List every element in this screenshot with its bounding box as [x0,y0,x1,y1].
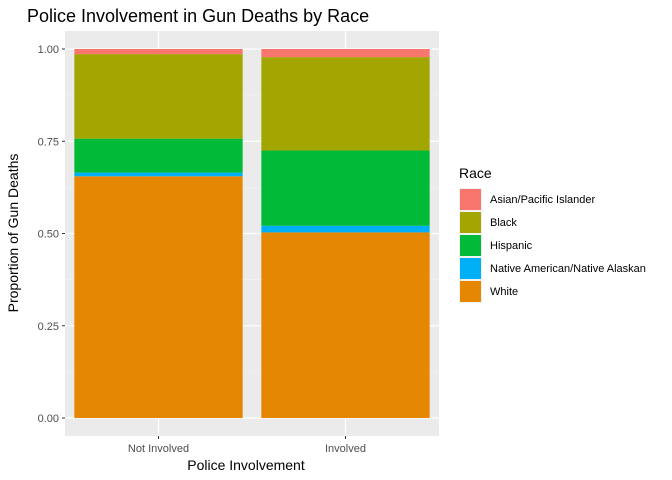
y-tick-label: 0.50 [38,229,59,241]
bar-segment [261,49,430,58]
legend-label: Asian/Pacific Islander [490,194,595,206]
bar-segment [74,172,243,177]
bar-segment [74,54,243,139]
bar-segment [261,150,430,226]
y-axis-ticks: 0.00 0.25 0.50 0.75 1.00 [38,44,65,425]
y-tick-label: 1.00 [38,44,59,56]
legend-swatch [460,258,481,279]
legend-swatch [460,235,481,256]
legend-swatch [460,281,481,302]
x-tick-label: Not Involved [128,443,189,455]
legend-label: White [490,286,518,298]
legend-label: Black [490,217,517,229]
bar-segment [261,57,430,151]
legend-swatch [460,212,481,233]
legend-label: Native American/Native Alaskan [490,263,646,275]
y-tick-label: 0.25 [38,321,59,333]
bar-segment [74,138,243,173]
x-tick-label: Involved [325,443,366,455]
y-tick-label: 0.75 [38,136,59,148]
x-axis-title: Police Involvement [187,457,305,473]
legend-label: Hispanic [490,240,533,252]
bar-segment [74,176,243,418]
legend-title: Race [459,165,492,181]
bar-segment [261,225,430,233]
bar-segment [74,49,243,55]
legend: Race Asian/Pacific Islander Black Hispanic… [459,165,646,303]
y-tick-label: 0.00 [38,413,59,425]
y-axis-title: Proportion of Gun Deaths [5,154,21,313]
x-axis-ticks: Not Involved Involved [128,436,366,455]
legend-swatch [460,189,481,210]
bars [74,49,430,418]
chart-title: Police Involvement in Gun Deaths by Race [27,6,369,26]
bar-segment [261,232,430,418]
